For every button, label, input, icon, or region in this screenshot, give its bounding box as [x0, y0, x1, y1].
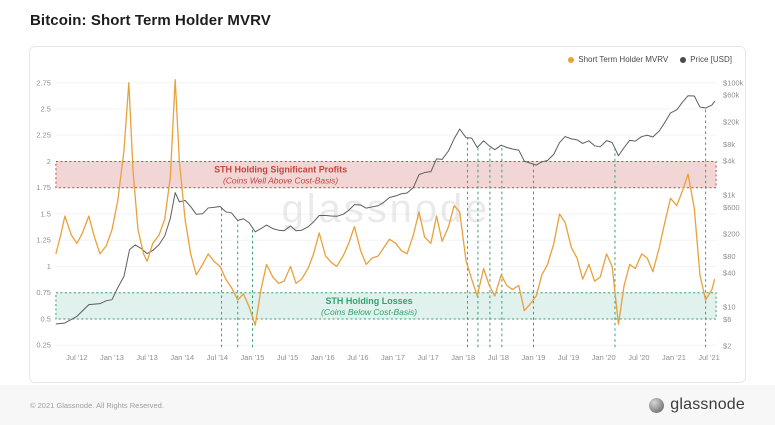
legend-label: Price [USD] — [690, 55, 732, 64]
x-axis-tick-label: Jul '17 — [417, 353, 438, 362]
left-axis-tick-label: 2.75 — [36, 78, 51, 87]
left-axis-tick-label: 1.25 — [36, 236, 51, 245]
left-axis-tick-label: 1.75 — [36, 183, 51, 192]
sth-loss-band-label: STH Holding Losses — [325, 296, 412, 306]
x-axis-tick-label: Jul '15 — [277, 353, 298, 362]
left-axis-tick-label: 0.75 — [36, 288, 51, 297]
legend-dot-dark-icon — [680, 56, 687, 63]
right-axis-tick-label: $8k — [723, 140, 735, 149]
price-series-line — [55, 95, 716, 325]
mvrv-chart-canvas: glassnode STH Holding Significant Profits… — [36, 78, 744, 362]
right-axis-tick-label: $2 — [723, 342, 731, 351]
glassnode-logo: glassnode — [649, 396, 745, 414]
x-axis-tick-label: Jul '13 — [136, 353, 157, 362]
right-axis-tick-label: $200 — [723, 230, 740, 239]
left-axis-tick-label: 1.5 — [41, 209, 51, 218]
legend-dot-orange-icon — [568, 56, 575, 63]
left-axis-tick-label: 0.25 — [36, 341, 51, 350]
x-axis-tick-label: Jul '21 — [698, 353, 719, 362]
x-axis-tick-label: Jan '19 — [522, 353, 546, 362]
legend-label: Short Term Holder MVRV — [578, 55, 669, 64]
right-axis-tick-label: $600 — [723, 203, 740, 212]
right-axis-tick-label: $6 — [723, 315, 731, 324]
right-axis-tick-label: $80 — [723, 252, 735, 261]
x-axis-tick-label: Jan '21 — [662, 353, 686, 362]
right-axis-tick-label: $40 — [723, 269, 735, 278]
x-axis-tick-label: Jul '18 — [488, 353, 509, 362]
right-axis-tick-label: $100k — [723, 78, 744, 87]
sth-profit-band-sublabel: (Coins Well Above Cost-Basis) — [223, 176, 338, 186]
x-axis-tick-label: Jan '20 — [592, 353, 616, 362]
chart-card: glassnode STH Holding Significant Profits… — [29, 46, 746, 383]
page-title: Bitcoin: Short Term Holder MVRV — [30, 12, 271, 29]
page-footer: © 2021 Glassnode. All Rights Reserved. g… — [0, 385, 775, 425]
sth-profit-band-label: STH Holding Significant Profits — [214, 165, 347, 175]
x-axis-tick-label: Jul '14 — [207, 353, 228, 362]
left-axis-tick-label: 1 — [47, 262, 51, 271]
sth-mvrv-series-line — [55, 78, 716, 326]
right-axis-tick-label: $4k — [723, 157, 735, 166]
x-axis-tick-label: Jan '13 — [100, 353, 124, 362]
left-axis-tick-label: 2.5 — [41, 105, 51, 114]
sth-loss-band-sublabel: (Coins Below Cost-Basis) — [321, 307, 417, 317]
left-axis-tick-label: 0.5 — [41, 314, 51, 323]
x-axis-tick-label: Jul '20 — [628, 353, 649, 362]
x-axis-tick-label: Jan '15 — [241, 353, 265, 362]
x-axis-tick-label: Jul '19 — [558, 353, 579, 362]
glassnode-ball-icon — [649, 397, 665, 413]
x-axis-tick-label: Jan '18 — [451, 353, 475, 362]
x-axis-tick-label: Jan '14 — [170, 353, 194, 362]
sth-profit-band — [55, 161, 717, 189]
chart-legend: Short Term Holder MVRV Price [USD] — [568, 55, 732, 64]
sth-loss-band — [55, 292, 717, 320]
x-axis-tick-label: Jan '17 — [381, 353, 405, 362]
left-axis-tick-label: 2.25 — [36, 131, 51, 140]
glassnode-wordmark: glassnode — [670, 396, 745, 413]
x-axis-tick-label: Jan '16 — [311, 353, 335, 362]
right-axis-tick-label: $10 — [723, 303, 735, 312]
x-axis-tick-label: Jul '12 — [66, 353, 87, 362]
right-axis-tick-label: $60k — [723, 91, 739, 100]
glassnode-watermark: glassnode — [282, 187, 491, 231]
x-axis-tick-label: Jul '16 — [347, 353, 368, 362]
right-axis-tick-label: $1k — [723, 190, 735, 199]
copyright-text: © 2021 Glassnode. All Rights Reserved. — [30, 400, 164, 410]
legend-item-price-usd[interactable]: Price [USD] — [680, 55, 732, 64]
legend-item-sth-mvrv[interactable]: Short Term Holder MVRV — [568, 55, 668, 64]
left-axis-tick-label: 2 — [47, 157, 51, 166]
right-axis-tick-label: $20k — [723, 117, 739, 126]
